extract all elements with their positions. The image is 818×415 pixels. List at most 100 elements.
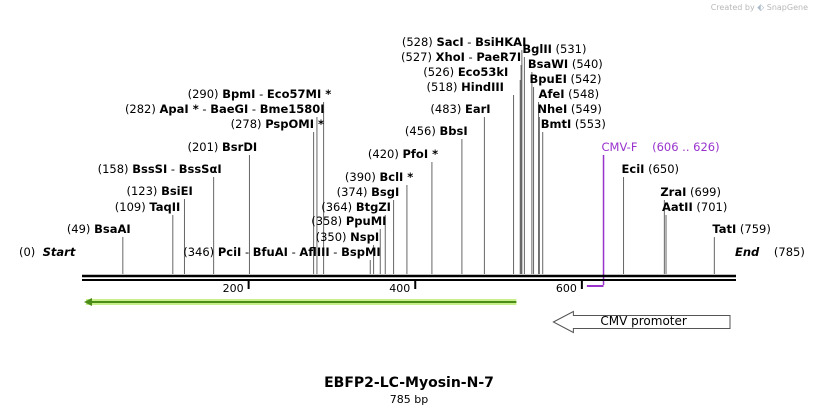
site-label-pfoi[interactable]: (420) PfoI * [368,147,438,161]
site-position: - [167,162,179,176]
site-label-eco53ki[interactable]: (526) Eco53kI [423,65,508,79]
site-position: (282) [124,102,160,116]
site-position: (49) [66,222,95,236]
site-label-bmti[interactable]: BmtI (553) [541,117,606,131]
site-label-btgzi[interactable]: (364) BtgZI [321,200,391,214]
site-position: (290) [187,87,223,101]
enzyme-name: Bme1580I [259,102,325,116]
enzyme-name: BpuEI [529,72,567,86]
enzyme-name: Eco53kI [457,65,509,79]
site-position: (699) [686,185,721,199]
enzyme-name: AflIII [299,245,330,259]
site-label-apai[interactable]: (282) ApaI * - BaeGI - Bme1580I [125,102,325,116]
enzyme-name: Eco57MI * [266,87,332,101]
end-name: End [735,245,760,259]
site-label-pcii[interactable]: (346) PciI - BfuAI - AflIII - BspMI [183,245,380,259]
site-label-bpmi[interactable]: (290) BpmI - Eco57MI * [188,87,332,101]
enzyme-name: BsrDI [222,140,258,154]
site-label-hindiii[interactable]: (518) HindIII [427,80,504,94]
site-position: (701) [692,200,728,214]
enzyme-name: PfoI * [402,147,439,161]
end-label: End (785) [735,245,805,259]
site-position: (528) [401,35,437,49]
site-label-bbsi[interactable]: (456) BbsI [405,124,468,138]
site-position: (456) [404,124,440,138]
enzyme-name: PspOMI * [265,117,325,131]
enzyme-name: BsaAI [94,222,131,236]
site-label-taqii[interactable]: (109) TaqII [115,200,181,214]
credit-brand: SnapGene [766,3,808,12]
snapgene-logo-icon: ⬖ [757,3,765,13]
enzyme-name: NheI [537,102,568,116]
site-label-afei[interactable]: AfeI (548) [539,87,600,101]
site-label-xhoi[interactable]: (527) XhoI - PaeR7I [401,50,521,64]
site-label-bsaai[interactable]: (49) BsaAI [67,222,131,236]
enzyme-name: EarI [464,102,491,116]
site-position: (358) [311,214,346,228]
site-position: (390) [344,170,380,184]
primer-name: CMV-F [601,140,638,154]
enzyme-name: BaeGI [210,102,249,116]
site-position: (201) [187,140,223,154]
site-label-bpuei[interactable]: BpuEI (542) [530,72,602,86]
site-position: (650) [644,162,680,176]
site-label-zrai[interactable]: ZraI (699) [660,185,721,199]
site-position: (518) [426,80,462,94]
site-position: (350) [315,230,351,244]
site-position: (526) [423,65,458,79]
site-position: (374) [336,185,372,199]
end-pos: (785) [773,245,805,259]
site-position: - [463,35,476,49]
ruler-tick-label: 600 [555,282,577,295]
enzyme-name: AfeI [538,87,565,101]
site-position: (420) [367,147,403,161]
site-label-bcli[interactable]: (390) BclI * [345,170,413,184]
enzyme-name: AatII [662,200,693,214]
feature-arrow-cmv-promoter[interactable] [552,310,731,334]
site-label-ecii[interactable]: EciI (650) [622,162,680,176]
sequence-title: EBFP2-LC-Myosin-N-7 [324,375,494,391]
primer-label[interactable]: CMV-F (606 .. 626) [602,140,720,154]
site-label-nhei[interactable]: NheI (549) [537,102,601,116]
site-position: - [329,245,342,259]
site-label-pspomi[interactable]: (278) PspOMI * [231,117,324,131]
enzyme-name: BpmI [222,87,256,101]
enzyme-name: BbsI [439,124,468,138]
site-label-saci[interactable]: (528) SacI - BsiHKAI [402,35,526,49]
site-label-nspi[interactable]: (350) NspI [316,230,380,244]
site-label-bglii[interactable]: BglII (531) [522,42,586,56]
site-position: (527) [401,50,436,64]
enzyme-name: TatI [712,222,737,236]
start-label: (0) Start [19,245,75,259]
enzyme-name: BsgI [371,185,400,199]
sequence-backbone[interactable] [82,274,736,289]
enzyme-name: BmtI [540,117,572,131]
site-position: (346) [183,245,218,259]
site-label-ppumi[interactable]: (358) PpuMI [311,214,386,228]
site-position: (278) [230,117,266,131]
site-label-eari[interactable]: (483) EarI [430,102,490,116]
site-label-bsawi[interactable]: BsaWI (540) [528,57,603,71]
enzyme-name: EciI [621,162,645,176]
site-position: - [255,87,267,101]
enzyme-name: BglII [522,42,552,56]
site-label-tati[interactable]: TatI (759) [712,222,771,236]
feature-arrowhead-ebfp2-orf [84,298,92,306]
start-pos: (0) [19,245,36,259]
site-connector-lines [122,50,715,285]
snapgene-credit: Created by ⬖ SnapGene [711,3,808,13]
enzyme-name: BtgZI [355,200,391,214]
site-label-bsgi[interactable]: (374) BsgI [337,185,400,199]
site-label-aatii[interactable]: AatII (701) [662,200,727,214]
site-label-bsssi[interactable]: (158) BssSI - BssSαI [98,162,222,176]
site-position: - [198,102,211,116]
site-position: (531) [551,42,587,56]
site-label-bsrdi[interactable]: (201) BsrDI [187,140,257,154]
feature-track [84,298,731,334]
site-label-bsiei[interactable]: (123) BsiEI [126,184,192,198]
enzyme-name: PpuMI [345,214,387,228]
enzyme-name: BssSI [132,162,168,176]
feature-label-cmv-promoter: CMV promoter [600,314,687,328]
enzyme-name: BspMI [341,245,381,259]
